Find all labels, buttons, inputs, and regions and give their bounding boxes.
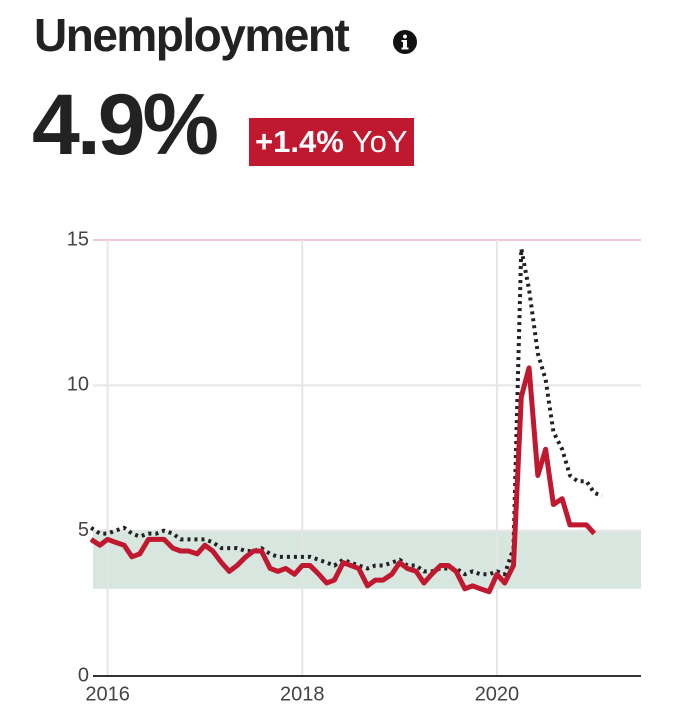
title: Unemployment <box>34 9 350 61</box>
y-tick-label: 15 <box>67 228 89 250</box>
target-band <box>93 530 641 589</box>
series-line <box>89 246 603 577</box>
series-line <box>89 365 597 595</box>
change-value: +1.4% <box>255 124 344 159</box>
x-tick-label: 2016 <box>85 683 130 705</box>
headline-value: 4.9% <box>32 77 219 173</box>
y-tick-label: 5 <box>78 519 89 541</box>
y-tick-label: 0 <box>78 664 89 686</box>
change-label: YoY <box>351 124 408 159</box>
x-tick-label: 2020 <box>475 683 520 705</box>
change-badge: +1.4% YoY <box>249 118 414 166</box>
info-icon[interactable] <box>392 29 418 55</box>
x-tick-label: 2018 <box>280 683 325 705</box>
y-tick-label: 10 <box>67 374 89 396</box>
